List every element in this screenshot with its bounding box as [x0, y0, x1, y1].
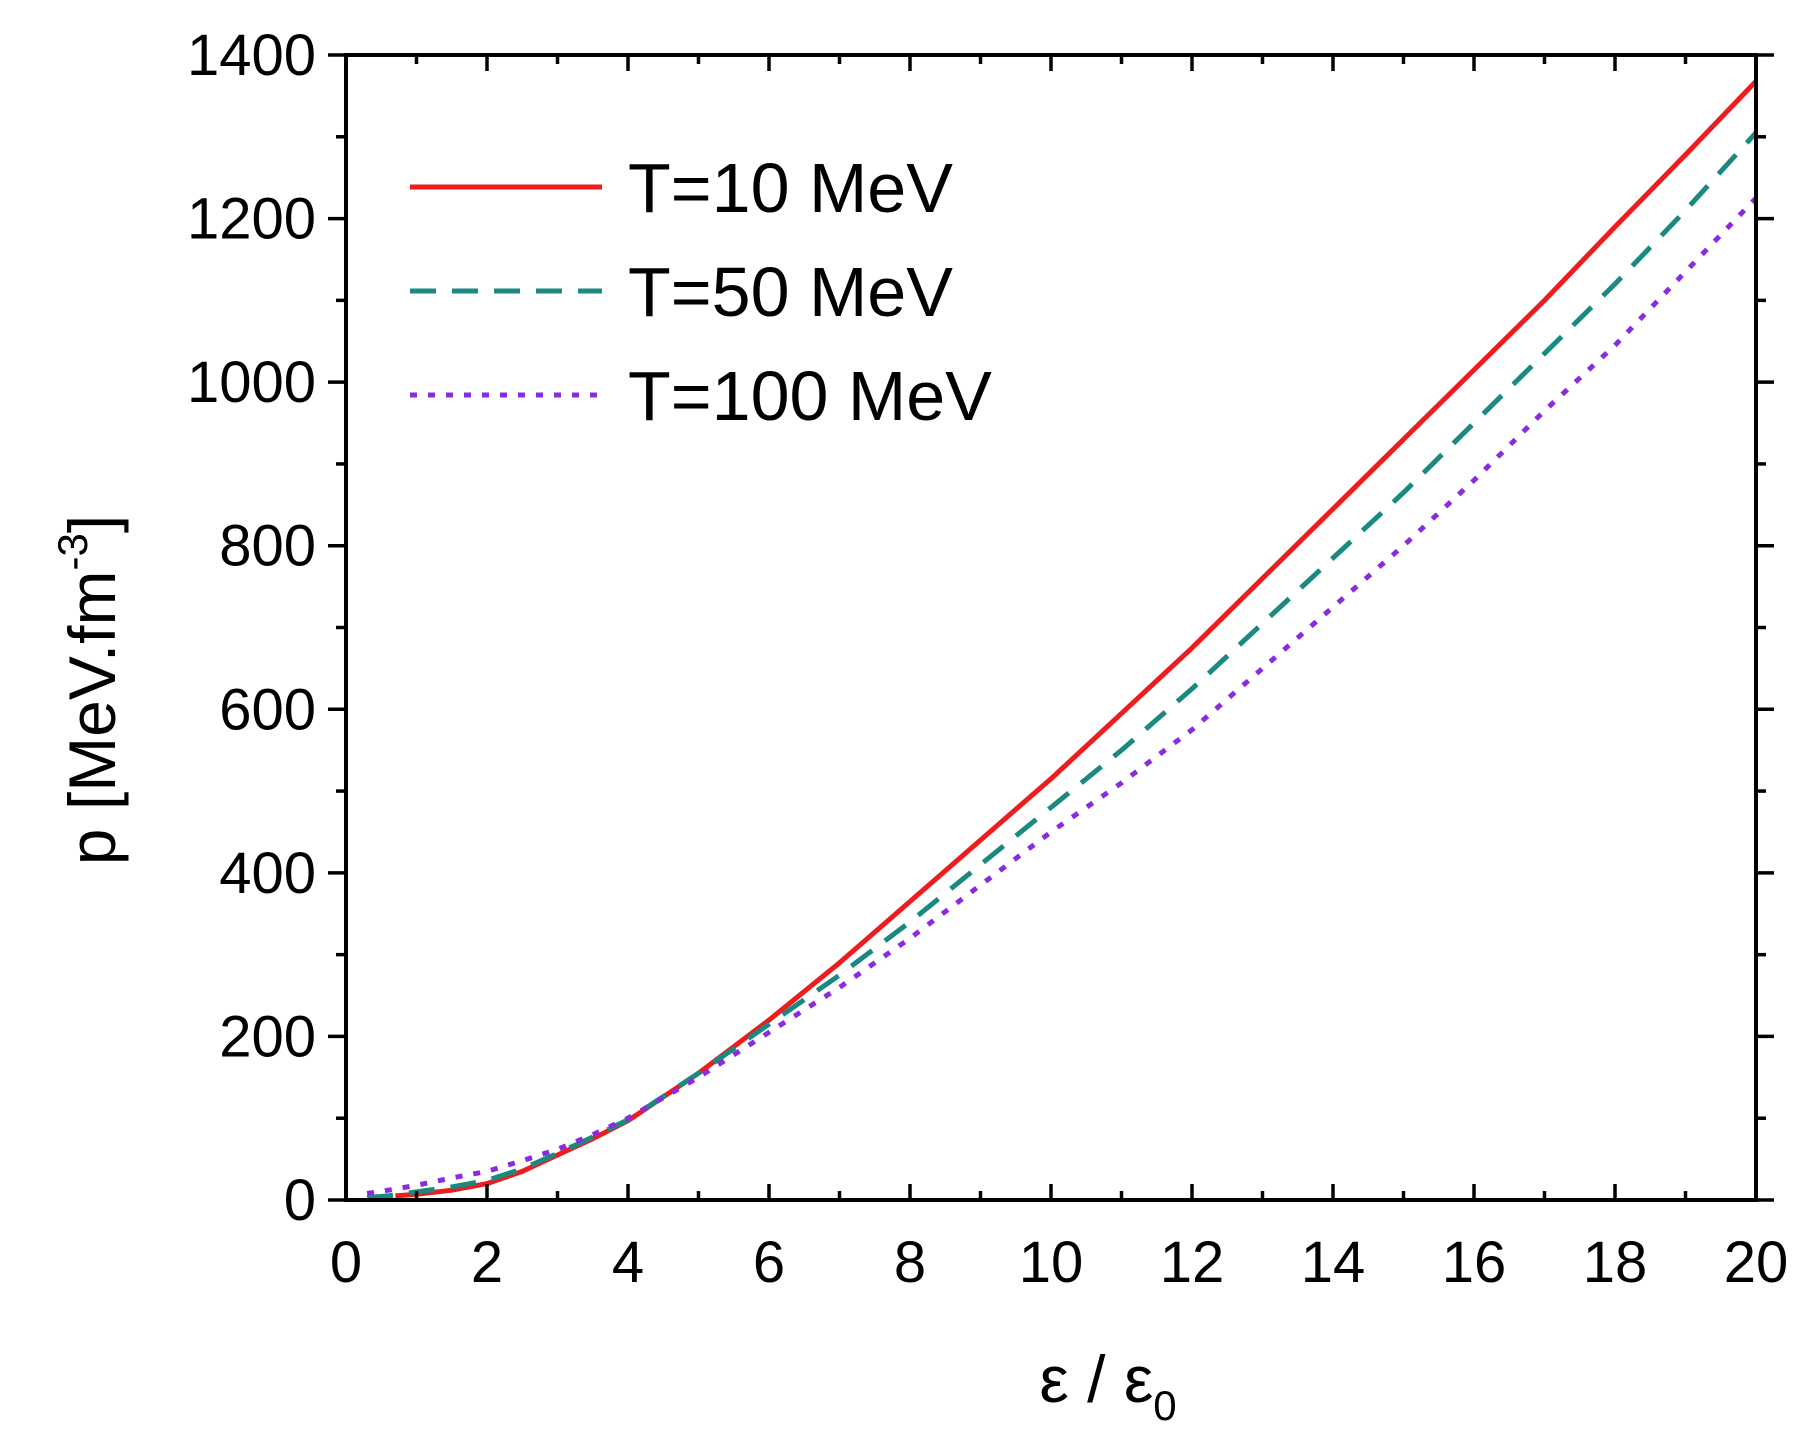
x-axis-label: ε / ε0: [1039, 1342, 1176, 1429]
series-line-3: [366, 196, 1756, 1196]
plot-area: [366, 79, 1756, 1200]
y-tick-label: 400: [219, 841, 316, 906]
x-axis-label-main: ε / ε: [1039, 1342, 1153, 1416]
y-axis-label-superscript: -3: [49, 533, 96, 570]
x-axis-label-subscript: 0: [1153, 1382, 1176, 1429]
y-tick-label: 1200: [187, 187, 316, 252]
x-tick-label: 2: [471, 1230, 503, 1295]
axes: 0 2 4 6 8 10 12 14 16 18 2002004006008001000120014…: [187, 23, 1788, 1295]
x-tick-label: 20: [1724, 1230, 1789, 1295]
x-tick-label: 6: [753, 1230, 785, 1295]
y-axis-label: p [MeV.fm-3]: [49, 515, 129, 865]
y-tick-label: 0: [284, 1168, 316, 1233]
y-tick-label: 600: [219, 677, 316, 742]
plot-frame: [344, 53, 1758, 1202]
y-tick-label: 1000: [187, 350, 316, 415]
series-line-2: [366, 131, 1756, 1200]
x-tick-label: 14: [1301, 1230, 1366, 1295]
legend-label-2: T=50 MeV: [628, 253, 953, 331]
x-tick-label: 18: [1583, 1230, 1648, 1295]
y-tick-label: 200: [219, 1004, 316, 1069]
legend: T=10 MeV T=50 MeV T=100 MeV: [410, 149, 992, 435]
y-tick-label: 1400: [187, 23, 316, 88]
x-tick-label: 10: [1019, 1230, 1084, 1295]
y-axis-label-main: p [MeV.fm: [55, 571, 129, 866]
x-tick-label: 12: [1160, 1230, 1225, 1295]
legend-label-3: T=100 MeV: [628, 357, 992, 435]
series-line-1: [395, 79, 1756, 1199]
x-tick-label: 8: [894, 1230, 926, 1295]
y-tick-label: 800: [219, 514, 316, 579]
y-axis-label-bracket: ]: [55, 515, 129, 533]
legend-label-1: T=10 MeV: [628, 149, 953, 227]
x-tick-label: 0: [330, 1230, 362, 1295]
x-tick-label: 4: [612, 1230, 644, 1295]
x-tick-label: 16: [1442, 1230, 1507, 1295]
